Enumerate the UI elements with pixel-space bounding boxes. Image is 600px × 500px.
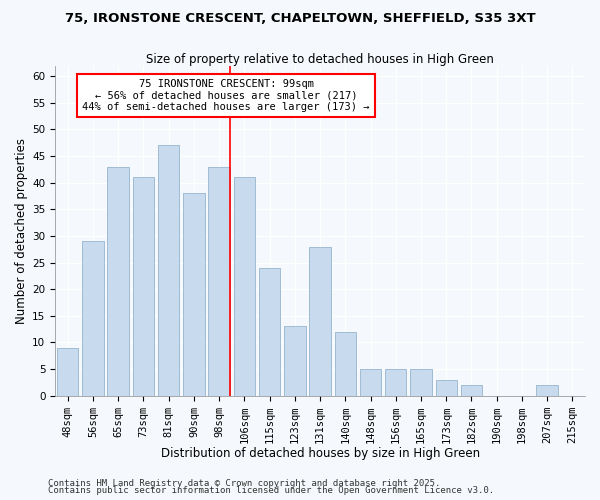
Bar [259, 268, 280, 396]
Text: 75 IRONSTONE CRESCENT: 99sqm
← 56% of detached houses are smaller (217)
44% of s: 75 IRONSTONE CRESCENT: 99sqm ← 56% of de… [82, 79, 370, 112]
Bar [436, 380, 457, 396]
Bar [208, 166, 230, 396]
Bar [133, 178, 154, 396]
Bar [57, 348, 79, 396]
Title: Size of property relative to detached houses in High Green: Size of property relative to detached ho… [146, 52, 494, 66]
Bar [183, 194, 205, 396]
Bar [335, 332, 356, 396]
Bar [385, 369, 406, 396]
Text: 75, IRONSTONE CRESCENT, CHAPELTOWN, SHEFFIELD, S35 3XT: 75, IRONSTONE CRESCENT, CHAPELTOWN, SHEF… [65, 12, 535, 26]
Bar [461, 385, 482, 396]
Text: Contains public sector information licensed under the Open Government Licence v3: Contains public sector information licen… [48, 486, 494, 495]
Y-axis label: Number of detached properties: Number of detached properties [15, 138, 28, 324]
X-axis label: Distribution of detached houses by size in High Green: Distribution of detached houses by size … [161, 447, 479, 460]
Bar [536, 385, 558, 396]
Bar [107, 166, 129, 396]
Bar [82, 241, 104, 396]
Bar [410, 369, 432, 396]
Bar [310, 246, 331, 396]
Bar [360, 369, 381, 396]
Bar [158, 146, 179, 396]
Bar [284, 326, 305, 396]
Text: Contains HM Land Registry data © Crown copyright and database right 2025.: Contains HM Land Registry data © Crown c… [48, 478, 440, 488]
Bar [233, 178, 255, 396]
